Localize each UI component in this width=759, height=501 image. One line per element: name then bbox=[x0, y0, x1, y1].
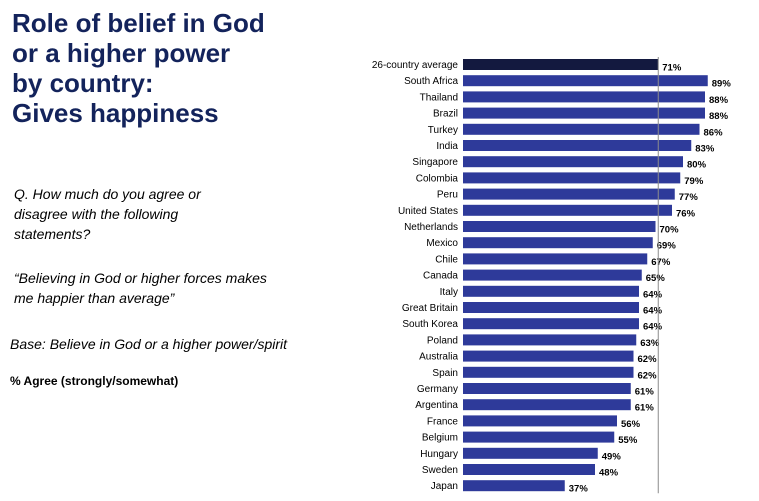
country-bar bbox=[463, 480, 565, 492]
category-label: France bbox=[427, 416, 459, 427]
country-bar bbox=[463, 156, 683, 168]
country-bar bbox=[463, 302, 639, 313]
value-label: 55% bbox=[618, 435, 638, 446]
category-label: Peru bbox=[437, 190, 458, 201]
country-bar bbox=[463, 464, 595, 475]
country-bar bbox=[463, 91, 705, 103]
country-bar bbox=[463, 107, 705, 119]
chart-title: Role of belief in God or a higher power … bbox=[12, 8, 265, 128]
value-label: 64% bbox=[643, 322, 663, 333]
category-label: South Africa bbox=[404, 76, 458, 87]
value-label: 64% bbox=[643, 289, 663, 300]
category-label: Thailand bbox=[420, 92, 458, 103]
value-label: 49% bbox=[602, 451, 622, 462]
value-label: 63% bbox=[640, 338, 660, 349]
category-label: Australia bbox=[419, 352, 458, 363]
value-label: 70% bbox=[660, 225, 680, 236]
average-bar bbox=[463, 59, 659, 70]
country-bar bbox=[463, 350, 634, 362]
value-label: 79% bbox=[684, 176, 704, 187]
survey-statement: “Believing in God or higher forces makes… bbox=[14, 270, 267, 306]
category-label: Great Britain bbox=[402, 303, 458, 314]
country-bar bbox=[463, 334, 637, 346]
value-label: 62% bbox=[638, 354, 658, 365]
category-label: Brazil bbox=[433, 109, 458, 120]
category-label: Spain bbox=[432, 368, 458, 379]
value-label: 88% bbox=[709, 111, 729, 122]
base-note: Base: Believe in God or a higher power/s… bbox=[10, 336, 288, 352]
value-label: 88% bbox=[709, 95, 729, 106]
value-label: 37% bbox=[569, 484, 589, 495]
category-label: Singapore bbox=[412, 157, 458, 168]
title-line: Role of belief in God bbox=[12, 8, 265, 38]
category-label: Hungary bbox=[420, 449, 458, 460]
category-label: Turkey bbox=[428, 125, 458, 136]
value-label: 65% bbox=[646, 273, 666, 284]
category-label: 26-country average bbox=[372, 60, 459, 71]
country-bar bbox=[463, 123, 700, 135]
category-label: Colombia bbox=[416, 173, 459, 184]
category-label: United States bbox=[398, 206, 458, 217]
value-label: 83% bbox=[695, 144, 715, 155]
category-label: Japan bbox=[431, 481, 458, 492]
country-bar bbox=[463, 285, 639, 297]
country-bar bbox=[463, 383, 631, 394]
value-label: 77% bbox=[679, 192, 699, 203]
category-label: India bbox=[436, 141, 458, 152]
value-label: 86% bbox=[704, 127, 724, 138]
country-bar bbox=[463, 237, 653, 249]
country-bar bbox=[463, 318, 639, 330]
value-label: 76% bbox=[676, 208, 696, 219]
value-label: 64% bbox=[643, 306, 663, 317]
country-bar bbox=[463, 188, 675, 200]
country-bar bbox=[463, 431, 615, 443]
value-label: 71% bbox=[662, 63, 682, 74]
value-label: 61% bbox=[635, 387, 655, 398]
value-label: 80% bbox=[687, 160, 707, 171]
category-label: Sweden bbox=[422, 465, 458, 476]
value-label: 89% bbox=[712, 79, 732, 90]
value-label: 48% bbox=[599, 468, 619, 479]
country-bar bbox=[463, 415, 617, 427]
title-line: by country: bbox=[12, 68, 154, 98]
category-label: South Korea bbox=[402, 319, 458, 330]
country-bar bbox=[463, 447, 598, 459]
value-label: 56% bbox=[621, 419, 641, 430]
country-bar bbox=[463, 399, 631, 411]
category-label: Germany bbox=[417, 384, 458, 395]
value-label: 67% bbox=[651, 257, 671, 268]
category-label: Canada bbox=[423, 271, 458, 282]
survey-question: Q. How much do you agree or disagree wit… bbox=[14, 186, 201, 242]
category-label: Netherlands bbox=[404, 222, 458, 233]
category-label: Chile bbox=[435, 254, 458, 265]
category-label: Mexico bbox=[426, 238, 458, 249]
country-bar bbox=[463, 75, 708, 87]
value-label: 61% bbox=[635, 403, 655, 414]
category-label: Argentina bbox=[415, 400, 458, 411]
category-label: Poland bbox=[427, 335, 458, 346]
country-bar bbox=[463, 366, 634, 378]
category-label: Italy bbox=[440, 287, 458, 298]
title-line: Gives happiness bbox=[12, 98, 219, 128]
country-bar bbox=[463, 140, 692, 151]
country-bar bbox=[463, 269, 642, 281]
country-bar bbox=[463, 221, 656, 232]
country-bar bbox=[463, 253, 648, 265]
country-bar bbox=[463, 172, 681, 184]
value-label: 69% bbox=[657, 241, 677, 252]
category-label: Belgium bbox=[422, 433, 458, 444]
title-line: or a higher power bbox=[12, 38, 231, 68]
agree-note: % Agree (strongly/somewhat) bbox=[10, 374, 179, 388]
country-bar bbox=[463, 204, 672, 216]
value-label: 62% bbox=[638, 370, 658, 381]
